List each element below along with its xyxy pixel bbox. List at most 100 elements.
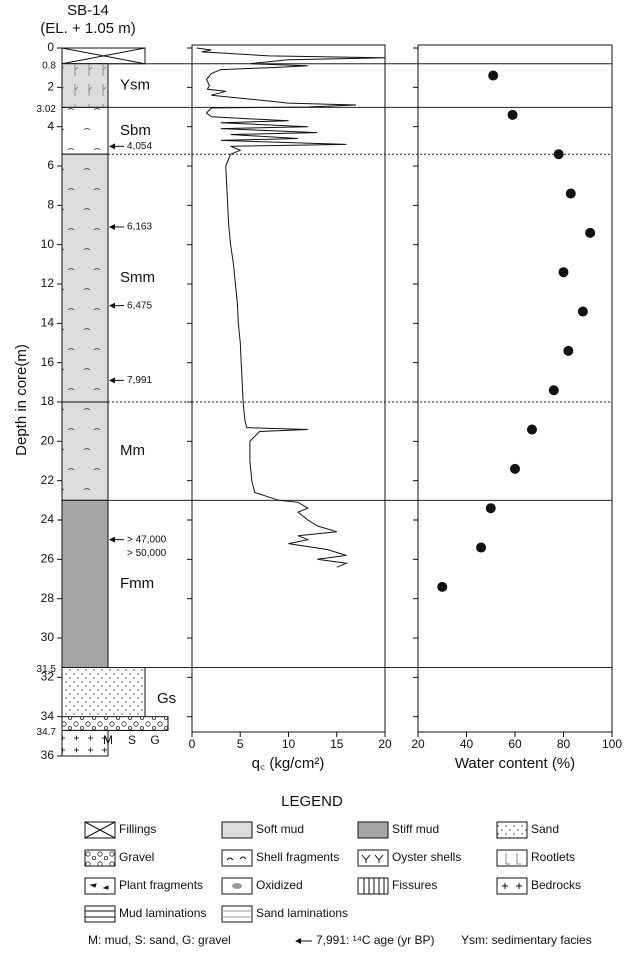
grain-label: M bbox=[103, 733, 113, 747]
legend-symbol bbox=[357, 849, 389, 867]
legend-title: LEGEND bbox=[281, 793, 343, 810]
legend-note: Ysm: sedimentary facies bbox=[461, 933, 592, 947]
legend-symbol bbox=[84, 905, 116, 923]
legend-symbol bbox=[222, 910, 252, 918]
y-tick-label: 12 bbox=[41, 276, 55, 290]
qc-profile bbox=[196, 47, 386, 568]
age-label: 4,054 bbox=[127, 141, 152, 152]
legend-label: Mud laminations bbox=[119, 906, 206, 920]
facies-label: Smm bbox=[120, 269, 155, 286]
legend-symbol bbox=[221, 905, 253, 923]
facies-label: Fmm bbox=[120, 575, 154, 592]
legend-symbol bbox=[505, 853, 521, 865]
x-axis-label: q꜀ (kg/cm²) bbox=[252, 755, 325, 772]
legend-symbol bbox=[502, 883, 522, 889]
age-label: > 50,000 bbox=[127, 548, 167, 559]
age-label: > 47,000 bbox=[127, 534, 167, 545]
y-tick-label: 4 bbox=[47, 119, 54, 133]
legend-symbol bbox=[84, 821, 116, 839]
x-tick-label: 5 bbox=[237, 737, 244, 751]
legend-label: Oyster shells bbox=[392, 850, 461, 864]
legend-symbol bbox=[496, 849, 528, 867]
y-tick-label: 36 bbox=[41, 748, 55, 762]
legend-symbol bbox=[221, 821, 253, 839]
age-arrowhead bbox=[109, 377, 115, 384]
legend-symbol bbox=[89, 883, 109, 890]
water-content-point bbox=[585, 227, 596, 238]
age-arrowhead bbox=[109, 302, 115, 309]
y-tick-label: 0 bbox=[47, 40, 54, 54]
y-tick-label: 14 bbox=[41, 316, 55, 330]
water-content-point bbox=[563, 345, 574, 356]
facies-label: Ysm bbox=[120, 77, 150, 94]
layer-pattern bbox=[62, 107, 108, 155]
legend-symbol bbox=[496, 877, 528, 895]
y-tick-label: 34 bbox=[41, 709, 55, 723]
legend-symbol bbox=[363, 878, 385, 894]
y-tick-label: 16 bbox=[41, 355, 55, 369]
water-content-point bbox=[476, 542, 487, 553]
legend-note: M: mud, S: sand, G: gravel bbox=[88, 933, 231, 947]
grain-label: S bbox=[128, 733, 136, 747]
legend-symbol bbox=[357, 877, 389, 895]
legend-symbol bbox=[232, 883, 242, 889]
water-content-point bbox=[437, 581, 448, 592]
legend-symbol bbox=[84, 877, 116, 895]
legend-symbol bbox=[357, 821, 389, 839]
water-content-point bbox=[488, 70, 499, 81]
x-tick-label: 40 bbox=[460, 737, 474, 751]
core-title: SB-14 bbox=[67, 2, 109, 19]
y-tick-label: 22 bbox=[41, 473, 55, 487]
legend-note: 7,991: ¹⁴C age (yr BP) bbox=[316, 933, 435, 947]
layer-pattern bbox=[62, 154, 108, 402]
water-content-point bbox=[565, 188, 576, 199]
panel-frame bbox=[191, 44, 386, 733]
boundary-label: 3.02 bbox=[37, 104, 57, 115]
legend-label: Fillings bbox=[119, 822, 156, 836]
legend-symbol bbox=[85, 910, 115, 918]
facies-label: Mm bbox=[120, 442, 145, 459]
layer-pattern bbox=[62, 402, 108, 501]
x-tick-label: 10 bbox=[282, 737, 296, 751]
legend-label: Shell fragments bbox=[256, 850, 339, 864]
y-tick-label: 2 bbox=[47, 80, 54, 94]
legend-symbol bbox=[84, 849, 116, 867]
legend-arrowhead bbox=[295, 938, 301, 944]
age-arrowhead bbox=[109, 143, 115, 150]
x-tick-label: 80 bbox=[557, 737, 571, 751]
facies-label: Sbm bbox=[120, 122, 151, 139]
legend-label: Gravel bbox=[119, 850, 154, 864]
grain-label: G bbox=[150, 733, 159, 747]
age-label: 6,475 bbox=[127, 300, 152, 311]
x-tick-label: 15 bbox=[330, 737, 344, 751]
layer-pattern bbox=[62, 716, 168, 731]
legend-label: Sand laminations bbox=[256, 906, 348, 920]
water-content-point bbox=[510, 463, 520, 474]
age-arrowhead bbox=[109, 223, 115, 230]
legend-label: Fissures bbox=[392, 878, 437, 892]
boundary-label: 31.5 bbox=[37, 664, 57, 675]
y-tick-label: 32 bbox=[41, 670, 55, 684]
layer-pattern bbox=[61, 47, 146, 65]
boundary-label: 34.7 bbox=[37, 727, 57, 738]
water-content-point bbox=[553, 149, 564, 160]
water-content-point bbox=[548, 385, 559, 396]
legend-symbol bbox=[496, 821, 528, 839]
layer-pattern bbox=[62, 63, 108, 108]
y-tick-label: 18 bbox=[41, 394, 55, 408]
x-tick-label: 60 bbox=[508, 737, 522, 751]
y-tick-label: 8 bbox=[47, 198, 54, 212]
y-tick-label: 20 bbox=[41, 434, 55, 448]
legend-label: Stiff mud bbox=[392, 822, 439, 836]
legend-symbol bbox=[226, 856, 247, 861]
legend-label: Plant fragments bbox=[119, 878, 203, 892]
y-tick-label: 26 bbox=[41, 552, 55, 566]
legend-symbol bbox=[361, 854, 384, 863]
y-axis-label: Depth in core(m) bbox=[13, 344, 30, 456]
water-content-point bbox=[577, 306, 588, 317]
layer-pattern bbox=[62, 730, 108, 756]
x-axis-label: Water content (%) bbox=[455, 755, 575, 772]
boundary-label: 0.8 bbox=[42, 60, 56, 71]
layer bbox=[61, 499, 109, 669]
age-label: 7,991 bbox=[127, 375, 152, 386]
